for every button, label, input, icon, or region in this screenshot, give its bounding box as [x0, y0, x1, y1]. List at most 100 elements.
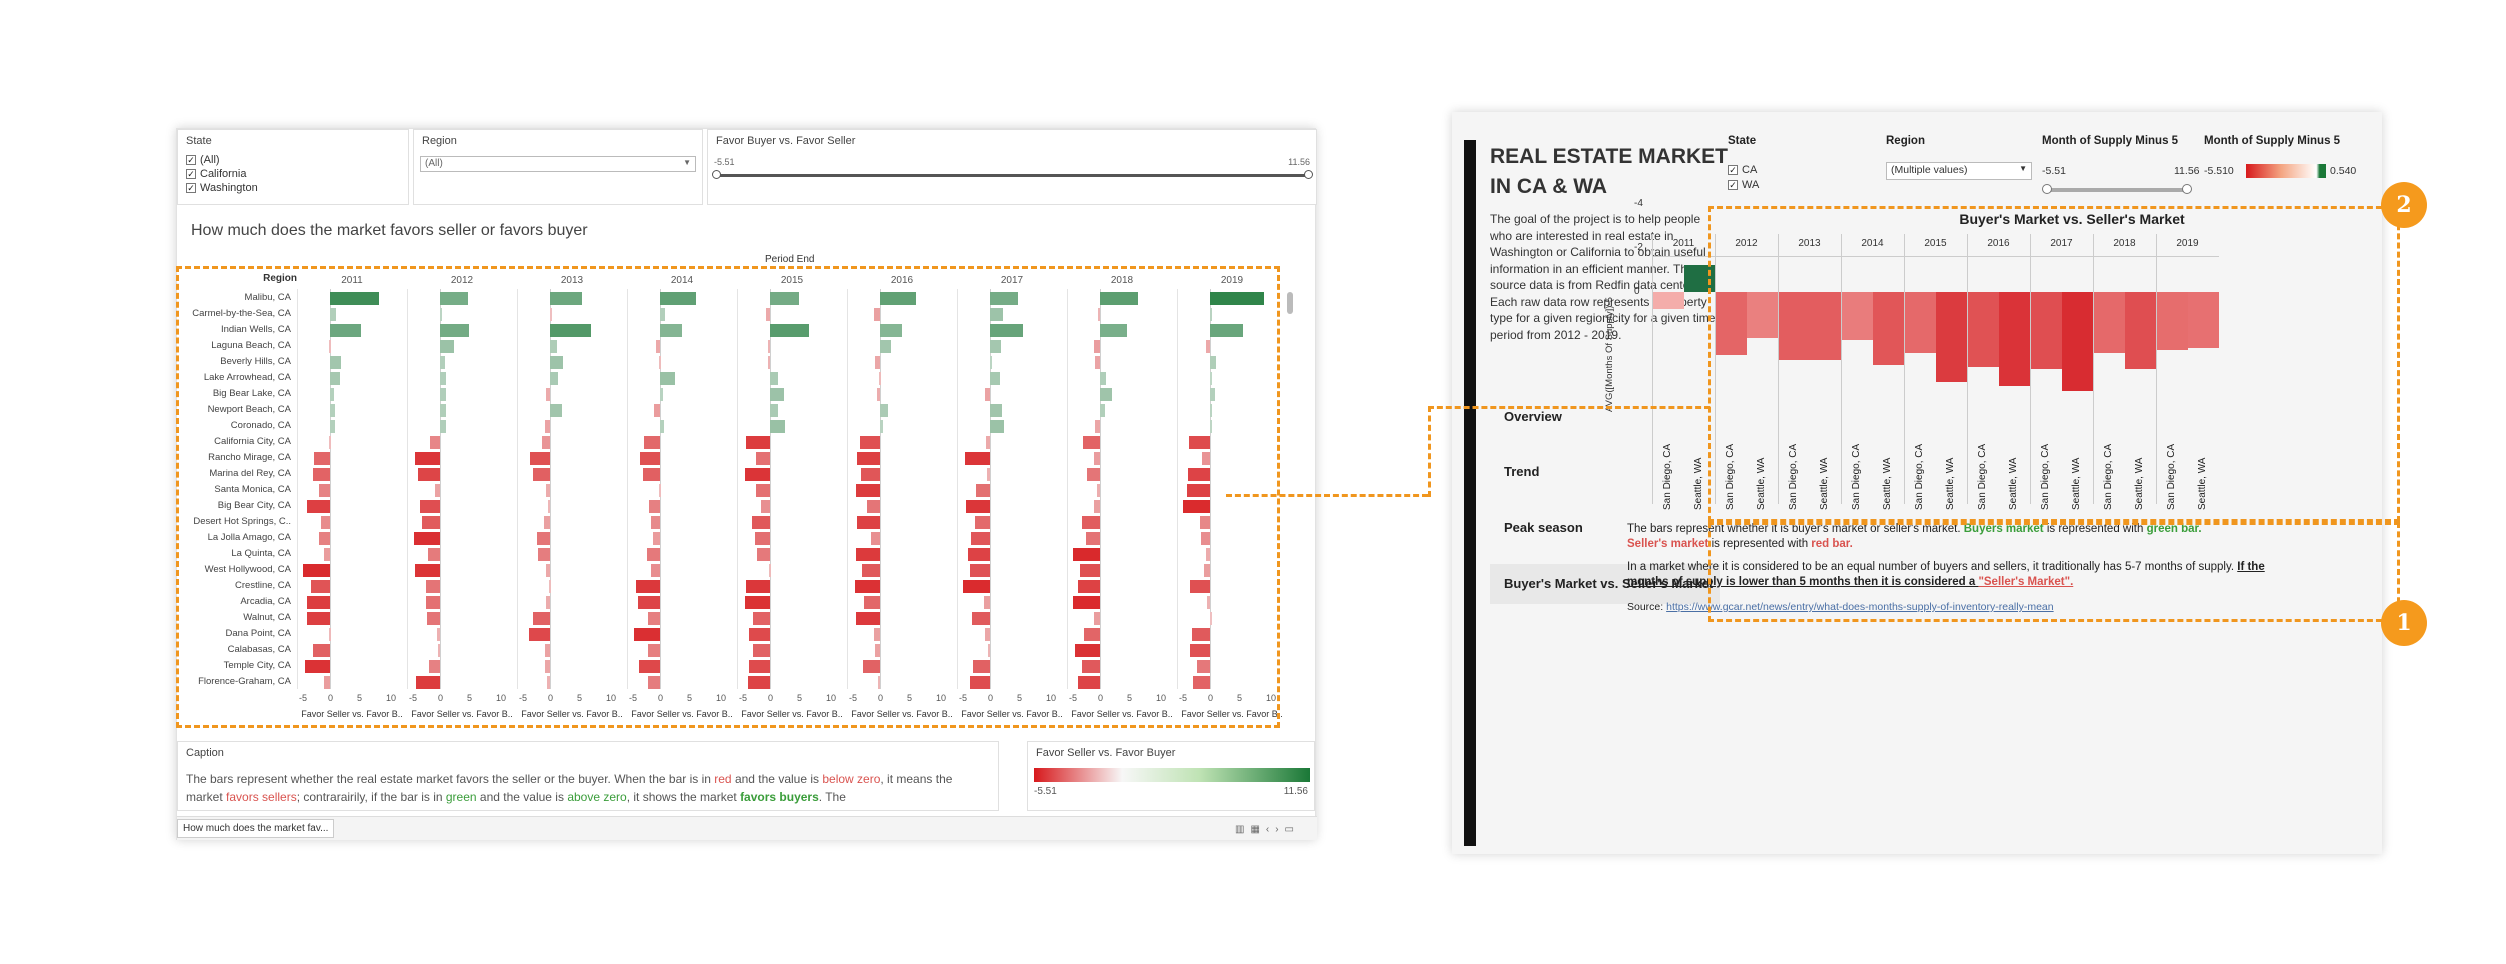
- region-bar[interactable]: [1189, 436, 1210, 449]
- market-bar[interactable]: [1653, 292, 1684, 309]
- region-bar[interactable]: [650, 516, 660, 529]
- region-bar[interactable]: [660, 308, 666, 321]
- region-bar[interactable]: [660, 388, 663, 401]
- region-bar[interactable]: [310, 580, 330, 593]
- region-bar[interactable]: [323, 548, 330, 561]
- market-bar[interactable]: [1747, 292, 1778, 338]
- region-bar[interactable]: [965, 500, 990, 513]
- region-bar[interactable]: [990, 356, 992, 369]
- region-bar[interactable]: [416, 676, 440, 689]
- region-bar[interactable]: [330, 308, 336, 321]
- supply-slider-handle-min[interactable]: [2042, 184, 2052, 194]
- region-bar[interactable]: [861, 468, 880, 481]
- region-bar[interactable]: [855, 612, 880, 625]
- region-bar[interactable]: [753, 612, 770, 625]
- region-bar[interactable]: [746, 436, 770, 449]
- region-bar[interactable]: [637, 596, 660, 609]
- region-bar[interactable]: [426, 580, 440, 593]
- region-bar[interactable]: [542, 436, 550, 449]
- region-bar[interactable]: [986, 436, 990, 449]
- slider-handle-min[interactable]: [712, 170, 721, 179]
- region-bar[interactable]: [532, 468, 550, 481]
- region-bar[interactable]: [1073, 548, 1100, 561]
- region-bar[interactable]: [854, 580, 880, 593]
- region-bar[interactable]: [988, 644, 990, 657]
- region-bar[interactable]: [323, 676, 330, 689]
- region-bar[interactable]: [876, 388, 880, 401]
- region-bar[interactable]: [330, 356, 342, 369]
- region-bar[interactable]: [437, 644, 440, 657]
- region-bar[interactable]: [440, 404, 446, 417]
- region-bar[interactable]: [415, 564, 440, 577]
- region-bar[interactable]: [440, 356, 446, 369]
- region-bar[interactable]: [659, 484, 662, 497]
- region-dropdown[interactable]: (All) ▼: [420, 156, 696, 172]
- region-bar[interactable]: [306, 612, 330, 625]
- market-bar[interactable]: [1779, 292, 1810, 360]
- region-bar[interactable]: [866, 500, 880, 513]
- region-bar[interactable]: [761, 500, 770, 513]
- region-bar[interactable]: [970, 564, 990, 577]
- region-bar[interactable]: [971, 532, 990, 545]
- region-bar[interactable]: [1086, 468, 1100, 481]
- region-bar[interactable]: [767, 356, 770, 369]
- region-bar[interactable]: [647, 548, 660, 561]
- region-bar[interactable]: [655, 340, 660, 353]
- region-bar[interactable]: [857, 516, 880, 529]
- region-bar[interactable]: [1086, 532, 1100, 545]
- region-bar[interactable]: [648, 500, 660, 513]
- nav-buyers-vs-sellers[interactable]: Buyer's Market vs. Seller's Market: [1490, 564, 1720, 604]
- region-bar[interactable]: [863, 660, 880, 673]
- region-bar[interactable]: [1080, 564, 1100, 577]
- region-bar[interactable]: [544, 516, 550, 529]
- region-bar[interactable]: [653, 532, 660, 545]
- region-bar[interactable]: [640, 452, 660, 465]
- region-bar[interactable]: [1206, 548, 1210, 561]
- region-bar[interactable]: [320, 516, 330, 529]
- region-bar[interactable]: [544, 644, 550, 657]
- region-bar[interactable]: [1210, 372, 1212, 385]
- region-bar[interactable]: [990, 420, 1004, 433]
- market-bar[interactable]: [2062, 292, 2093, 392]
- region-bar[interactable]: [329, 340, 332, 353]
- region-bar[interactable]: [755, 532, 770, 545]
- region-bar[interactable]: [874, 628, 880, 641]
- state-option-california[interactable]: ✓ California: [186, 168, 247, 180]
- region-bar[interactable]: [770, 404, 779, 417]
- region-bar[interactable]: [1209, 612, 1212, 625]
- market-bar[interactable]: [2188, 292, 2219, 348]
- region-bar[interactable]: [660, 324, 683, 337]
- scrollbar[interactable]: [1287, 292, 1293, 314]
- region-bar[interactable]: [745, 468, 770, 481]
- region-bar[interactable]: [1190, 644, 1210, 657]
- region-bar[interactable]: [1199, 516, 1210, 529]
- region-bar[interactable]: [751, 516, 770, 529]
- nav-trend[interactable]: Trend: [1504, 464, 1540, 479]
- slider-handle-max[interactable]: [1304, 170, 1313, 179]
- region-bar[interactable]: [987, 468, 990, 481]
- region-bar[interactable]: [647, 676, 660, 689]
- region-bar[interactable]: [1082, 516, 1100, 529]
- region-bar[interactable]: [1193, 676, 1210, 689]
- region-bar[interactable]: [428, 660, 440, 673]
- region-bar[interactable]: [651, 564, 660, 577]
- region-bar[interactable]: [660, 420, 665, 433]
- region-bar[interactable]: [528, 628, 550, 641]
- region-bar[interactable]: [304, 660, 330, 673]
- region-bar[interactable]: [306, 596, 330, 609]
- region-bar[interactable]: [1210, 324, 1243, 337]
- region-bar[interactable]: [434, 484, 440, 497]
- region-bar[interactable]: [1081, 660, 1100, 673]
- region-bar[interactable]: [990, 372, 1000, 385]
- region-bar[interactable]: [755, 484, 770, 497]
- region-bar[interactable]: [1210, 308, 1213, 321]
- region-bar[interactable]: [642, 468, 660, 481]
- region-bar[interactable]: [550, 292, 582, 305]
- region-bar[interactable]: [1097, 308, 1100, 321]
- region-bar[interactable]: [1093, 340, 1100, 353]
- region-bar[interactable]: [745, 580, 770, 593]
- region-bar[interactable]: [660, 292, 696, 305]
- region-bar[interactable]: [1205, 340, 1210, 353]
- region-bar[interactable]: [440, 308, 442, 321]
- region-bar[interactable]: [549, 580, 552, 593]
